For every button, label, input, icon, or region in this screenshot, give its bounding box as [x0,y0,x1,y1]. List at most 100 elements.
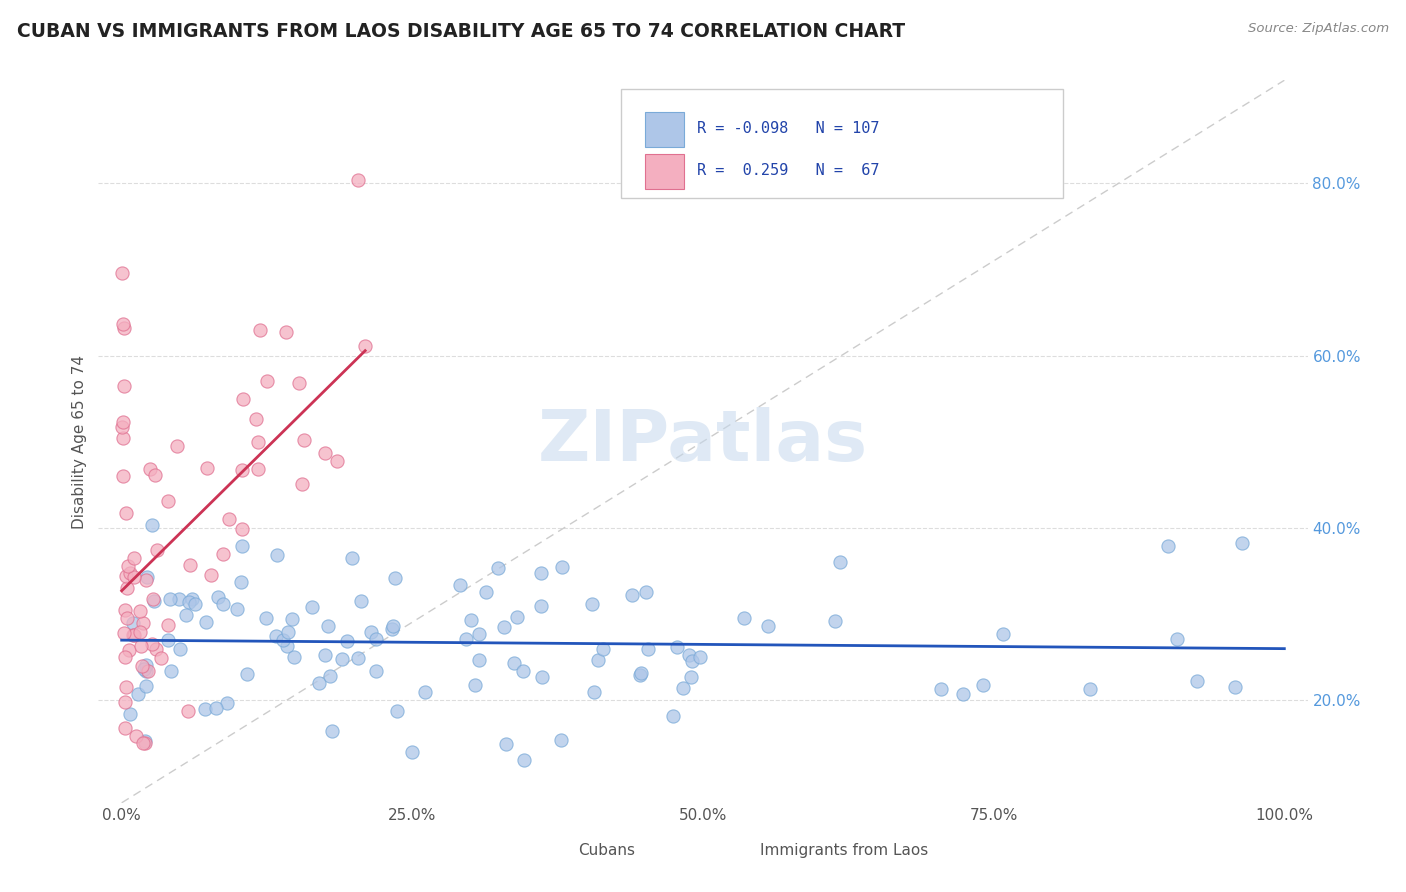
Point [246,462,269,476]
Point [135,658,157,673]
Point [232,392,254,406]
Point [129,639,152,653]
Point [167,591,190,606]
Point [247,434,270,449]
Point [824,614,846,628]
Point [122,570,145,584]
Point [157,494,180,508]
Point [142,592,165,607]
Bar [645,112,683,147]
Point [495,737,517,751]
Point [634,585,657,599]
Point [231,539,253,553]
Point [952,687,974,701]
Point [581,597,603,611]
Point [583,684,606,698]
Point [332,652,354,666]
Point [314,648,336,662]
Point [226,602,249,616]
Point [1187,674,1209,689]
Point [672,681,695,696]
Point [830,555,852,569]
Point [382,619,405,633]
Point [387,704,409,718]
Point [621,588,644,602]
Point [177,704,200,718]
Point [550,733,572,747]
Point [249,323,271,337]
Point [122,628,145,642]
Point [118,707,141,722]
Point [460,613,482,627]
Point [122,615,145,630]
Point [413,685,436,699]
Point [205,701,228,715]
Point [530,566,553,580]
Point [277,624,299,639]
Point [666,640,689,654]
Point [292,434,315,448]
Point [531,670,554,684]
Point [679,670,702,684]
Point [281,612,304,626]
Point [134,734,156,748]
Point [401,745,423,759]
Point [211,597,233,611]
Point [592,642,614,657]
Point [506,610,529,624]
Point [283,650,305,665]
Point [141,517,163,532]
Point [134,735,156,749]
Point [276,639,298,653]
Point [112,378,135,392]
Point [681,654,703,668]
Point [139,462,162,476]
Point [111,420,134,434]
Point [145,642,167,657]
Text: Source: ZipAtlas.com: Source: ZipAtlas.com [1249,22,1389,36]
Text: R =  0.259   N =  67: R = 0.259 N = 67 [697,163,880,178]
Point [513,753,536,767]
Point [756,619,779,633]
Point [1156,539,1178,553]
Text: R = -0.098   N = 107: R = -0.098 N = 107 [697,121,880,136]
Point [217,696,239,710]
Point [115,611,138,625]
Point [231,463,253,477]
Point [129,604,152,618]
Bar [645,154,683,189]
Point [314,446,336,460]
Point [266,549,288,563]
Point [630,666,652,681]
Point [449,577,471,591]
Point [125,729,148,743]
Text: Cubans: Cubans [578,843,636,858]
Point [662,709,685,723]
Point [135,665,157,679]
Point [134,662,156,676]
Point [467,653,489,667]
Point [256,374,278,388]
Point [120,566,142,581]
Point [733,611,755,625]
Point [287,376,309,390]
Point [111,431,134,445]
Point [245,411,267,425]
Point [122,628,145,642]
Point [321,723,343,738]
Point [503,656,526,670]
Point [195,615,218,629]
Point [177,595,200,609]
Point [340,550,363,565]
Point [972,678,994,692]
Point [111,415,134,429]
Point [354,338,377,352]
Point [689,650,711,665]
Point [157,632,180,647]
Point [336,634,359,648]
Point [143,468,166,483]
Point [350,594,373,608]
Point [111,317,134,331]
Point [231,522,253,536]
Point [326,454,349,468]
